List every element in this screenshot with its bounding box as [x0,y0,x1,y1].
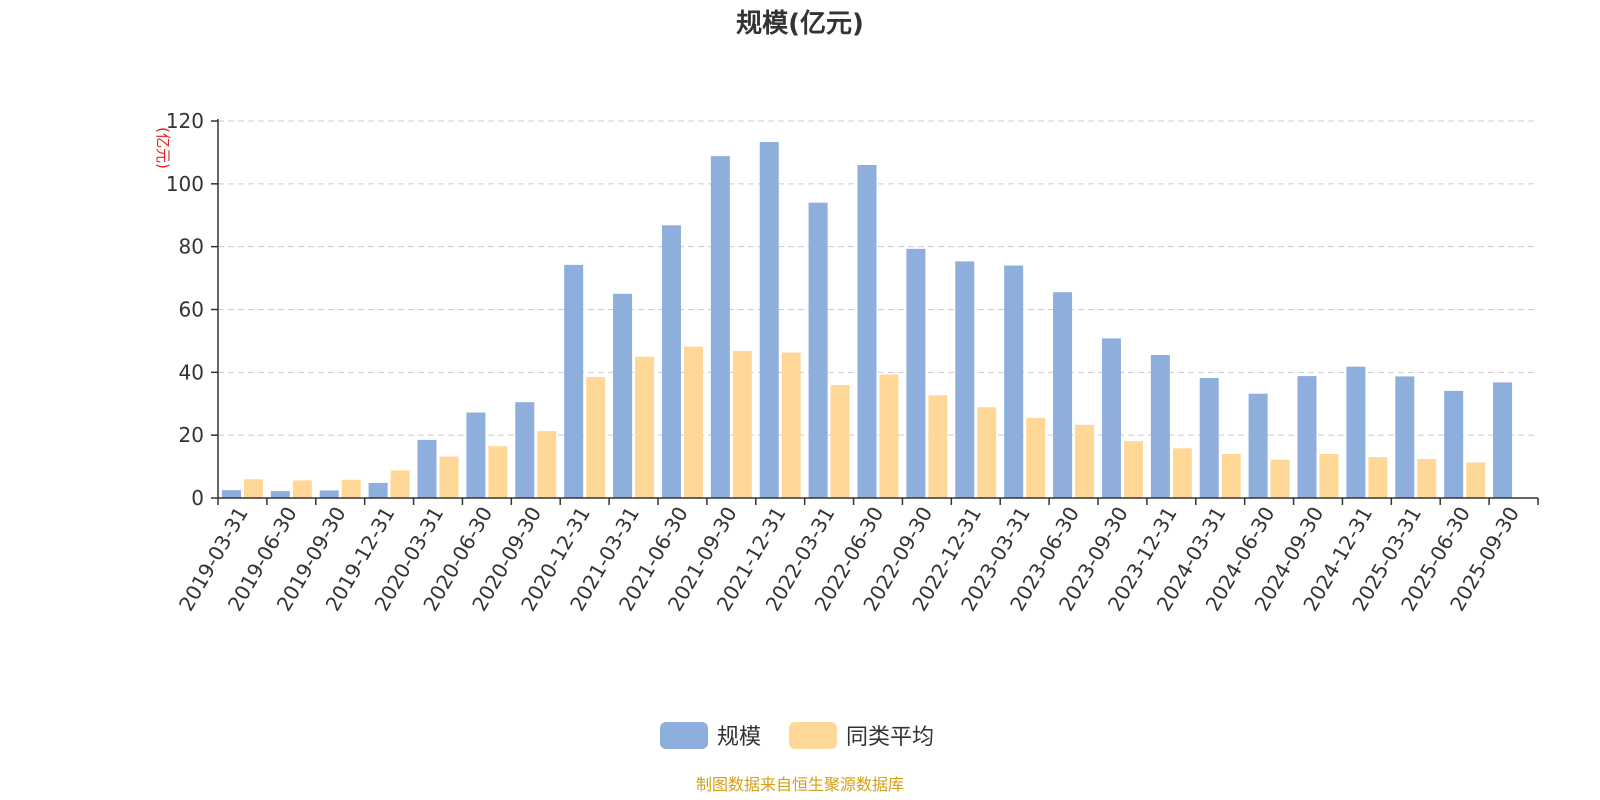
bar-scale [1493,382,1513,498]
bar-peer-average [1466,462,1486,498]
legend-label: 同类平均 [846,725,934,750]
legend-swatch [789,722,837,749]
bar-scale [857,164,877,498]
y-tick-labels: 0 20 40 60 80 100 120 [166,109,218,510]
bar-peer-average [537,431,557,498]
bar-peer-average [977,407,997,498]
bar-scale [1101,338,1121,498]
bar-peer-average [683,346,703,498]
bar-scale [1395,376,1415,498]
bar-scale [661,225,681,498]
chart-title: 规模(亿元) [736,9,864,39]
bar-scale [466,412,486,498]
bar-scale [808,202,828,498]
axes [217,119,1538,499]
bar-peer-average [1026,417,1046,498]
bar-peer-average [732,350,752,498]
bar-scale [564,264,584,498]
y-tick-label: 60 [179,298,204,322]
y-tick-label: 20 [179,423,204,447]
bar-scale [613,293,633,498]
bar-scale [1199,377,1219,498]
bar-scale [368,482,388,498]
bar-peer-average [830,384,850,498]
bar-peer-average [488,446,508,498]
bar-peer-average [781,352,801,498]
bars [221,142,1513,499]
legend-swatch [660,722,708,749]
bar-peer-average [586,377,606,498]
bar-scale [710,156,730,499]
bar-peer-average [341,479,361,498]
bar-scale [515,402,535,498]
bar-peer-average [243,479,263,498]
legend: 规模 同类平均 [660,722,934,750]
bar-peer-average [1075,424,1095,498]
grid-lines [218,120,1538,436]
bar-peer-average [1319,454,1339,498]
y-tick-label: 80 [179,235,204,259]
bar-peer-average [1221,454,1241,498]
bar-scale [1346,366,1366,498]
bar-scale [270,491,290,498]
bar-scale [1297,376,1317,498]
bar-peer-average [635,356,655,498]
bar-peer-average [1172,448,1192,498]
bar-peer-average [390,470,410,498]
bar-scale [221,490,241,498]
y-axis-unit-label: (亿元) [154,127,172,169]
bar-peer-average [879,374,899,498]
bar-scale [319,490,339,498]
bar-peer-average [1123,441,1143,498]
bar-scale [759,142,779,498]
bar-scale [417,439,437,498]
bar-scale [1248,393,1268,498]
bar-scale [955,261,975,498]
legend-label: 规模 [717,725,761,750]
bar-peer-average [292,480,312,498]
bar-scale [1444,390,1464,498]
bar-peer-average [439,456,459,498]
bar-peer-average [1368,457,1388,498]
y-tick-label: 0 [191,486,204,510]
bar-peer-average [1417,459,1437,498]
data-source-note: 制图数据来自恒生聚源数据库 [696,775,904,794]
bar-scale [1004,265,1024,498]
y-tick-label: 100 [166,172,204,196]
bar-peer-average [1270,459,1290,498]
bar-scale [1053,292,1073,498]
x-tick-labels: 2019-03-312019-06-302019-09-302019-12-31… [174,498,1539,615]
y-tick-label: 120 [166,109,204,133]
y-tick-label: 40 [179,360,204,384]
bar-scale [906,248,926,498]
bar-peer-average [928,395,948,498]
bar-scale [1150,355,1170,498]
